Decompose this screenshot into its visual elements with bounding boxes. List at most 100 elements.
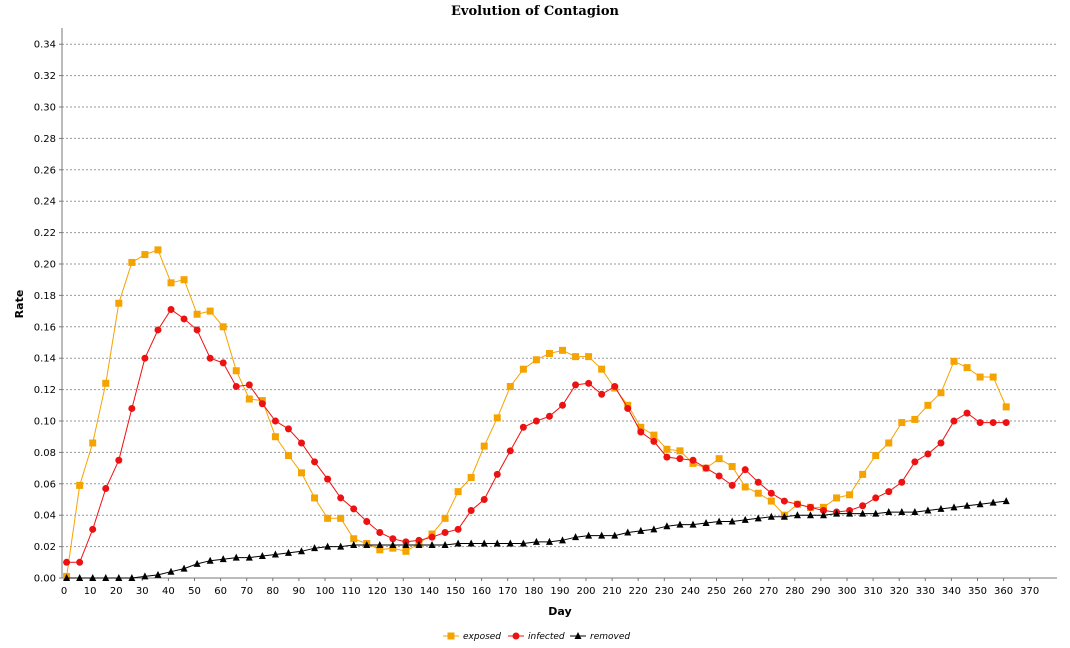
axes — [61, 28, 1057, 579]
removed-point — [311, 544, 319, 552]
exposed-point — [676, 447, 684, 455]
removed-point — [754, 514, 762, 522]
y-tick-label: 0.06 — [34, 479, 56, 490]
infected-point — [559, 401, 567, 409]
exposed-point — [206, 307, 214, 315]
exposed-point — [519, 365, 527, 373]
infected-point — [780, 497, 788, 505]
infected-point — [1002, 419, 1010, 427]
y-tick-label: 0.30 — [34, 103, 56, 114]
exposed-point — [976, 373, 984, 381]
legend-item-removed: removed — [570, 632, 630, 642]
removed-point — [467, 539, 475, 547]
x-tick-label: 200 — [576, 586, 595, 597]
removed-point — [63, 574, 71, 581]
exposed-point — [846, 491, 854, 499]
y-tick-label: 0.22 — [34, 228, 56, 239]
x-tick-label: 310 — [864, 586, 883, 597]
x-tick-label: 0 — [61, 586, 67, 597]
infected-point — [102, 485, 110, 493]
removed-point — [859, 509, 867, 517]
removed-point — [585, 531, 593, 539]
removed-point — [532, 537, 540, 545]
infected-point — [467, 506, 475, 514]
removed-point — [441, 541, 449, 549]
infected-point — [911, 458, 919, 466]
infected-point — [963, 409, 971, 417]
removed-point — [271, 550, 279, 558]
series-exposed — [63, 246, 1010, 580]
y-axis-label: Rate — [13, 290, 26, 319]
infected-point — [141, 354, 149, 362]
infected-point — [937, 439, 945, 447]
x-tick-label: 120 — [368, 586, 387, 597]
removed-point — [102, 574, 110, 581]
infected-point — [650, 437, 658, 445]
exposed-point — [154, 246, 162, 254]
x-tick-label: 370 — [1020, 586, 1039, 597]
infected-point — [76, 558, 84, 566]
infected-point — [663, 453, 671, 461]
removed-point — [180, 564, 188, 572]
legend-label: infected — [528, 632, 565, 642]
removed-point — [454, 539, 462, 547]
removed-point — [650, 525, 658, 533]
removed-point — [324, 542, 332, 550]
infected-point — [728, 481, 736, 489]
exposed-point — [898, 419, 906, 427]
x-tick-label: 330 — [916, 586, 935, 597]
exposed-point — [180, 276, 188, 284]
removed-point — [702, 519, 710, 527]
exposed-point — [193, 310, 201, 318]
removed-point — [415, 541, 423, 549]
infected-point — [506, 447, 514, 455]
exposed-point — [572, 353, 580, 361]
exposed-point — [833, 494, 841, 502]
exposed-point — [141, 251, 149, 259]
removed-point — [298, 547, 306, 555]
removed-point — [493, 539, 501, 547]
exposed-point — [115, 299, 123, 307]
infected-point — [859, 502, 867, 510]
removed-point — [219, 555, 227, 563]
removed-point — [846, 509, 854, 517]
infected-point — [702, 464, 710, 472]
exposed-point — [102, 379, 110, 387]
exposed-point — [402, 547, 410, 555]
infected-point — [806, 503, 814, 511]
x-tick-label: 170 — [498, 586, 517, 597]
infected-point — [167, 306, 175, 314]
removed-point — [989, 498, 997, 506]
infected-point — [950, 417, 958, 425]
infected-point — [767, 489, 775, 497]
removed-point — [715, 517, 723, 525]
removed-point — [154, 570, 162, 578]
x-tick-label: 180 — [524, 586, 543, 597]
infected-point — [572, 381, 580, 389]
x-axis-label: Day — [548, 605, 571, 618]
exposed-point — [715, 455, 723, 463]
removed-point — [284, 548, 292, 556]
exposed-point — [311, 494, 319, 502]
infected-point — [715, 472, 723, 480]
exposed-point — [441, 514, 449, 522]
removed-point — [937, 504, 945, 512]
exposed-point — [245, 395, 253, 403]
removed-point — [89, 574, 97, 581]
x-tick-label: 150 — [446, 586, 465, 597]
infected-point — [532, 417, 540, 425]
infected-point — [154, 326, 162, 334]
x-tick-label: 340 — [942, 586, 961, 597]
infected-point — [180, 315, 188, 323]
y-tick-label: 0.26 — [34, 165, 56, 176]
removed-point — [167, 567, 175, 575]
y-tick-label: 0.00 — [34, 574, 56, 585]
infected-point — [754, 478, 762, 486]
removed-point — [376, 541, 384, 549]
removed-point — [389, 541, 397, 549]
y-tick-label: 0.04 — [34, 511, 56, 522]
series-layer — [63, 246, 1010, 581]
removed-point — [976, 500, 984, 508]
x-tick-label: 70 — [240, 586, 253, 597]
